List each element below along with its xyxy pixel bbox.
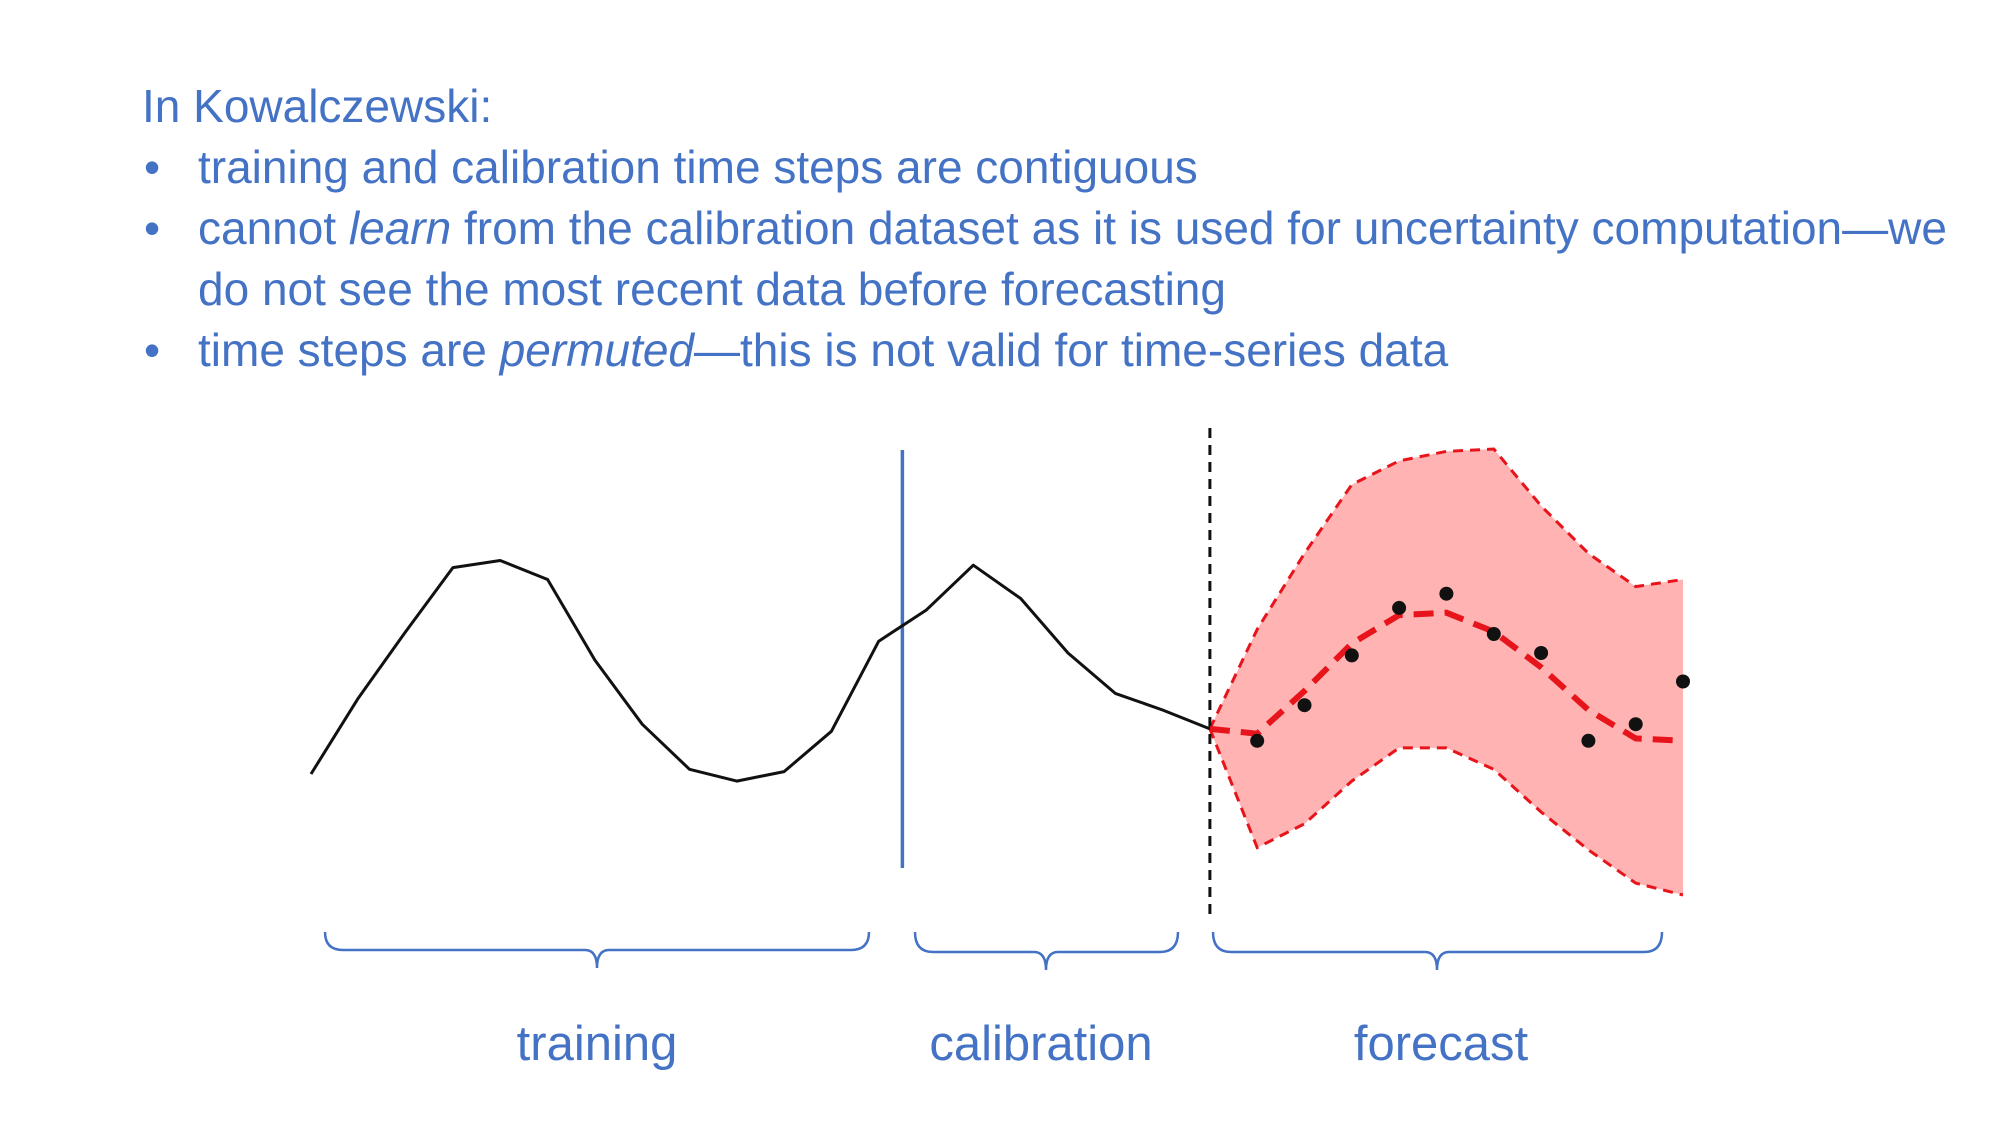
observed-point	[1676, 674, 1690, 689]
observed-point	[1392, 600, 1407, 615]
training-label: training	[516, 1017, 678, 1071]
forecast-brace	[1211, 931, 1664, 971]
calibration-label: calibration	[929, 1017, 1153, 1071]
bullet-text-part: —this is not valid for time-series data	[694, 324, 1449, 376]
bullet-dot: •	[144, 141, 161, 193]
slide-text: In Kowalczewski: • training and calibrat…	[142, 76, 2000, 381]
bullet-emphasis: learn	[348, 202, 452, 254]
observed-point	[1581, 733, 1596, 748]
lower-bound-line	[1208, 728, 1684, 897]
bullet-item: • training and calibration time steps ar…	[142, 137, 2000, 198]
observed-point	[1486, 627, 1501, 641]
bullet-item: • time steps are permuted—this is not va…	[142, 320, 2000, 381]
bullet-text-part: from the calibration dataset as it is us…	[198, 202, 1947, 315]
bullet-text-part: time steps are	[198, 324, 500, 376]
bullet-dot: •	[144, 202, 161, 254]
slide-heading: In Kowalczewski:	[142, 80, 493, 132]
forecast-mean-line	[1209, 609, 1684, 744]
bullet-list: • training and calibration time steps ar…	[142, 137, 2000, 381]
observed-point	[1628, 717, 1643, 732]
observed-point	[1250, 733, 1265, 748]
calibration-brace	[913, 931, 1180, 971]
observed-points	[1250, 586, 1690, 748]
forecast-label: forecast	[1353, 1017, 1529, 1071]
observed-point	[1297, 698, 1312, 713]
bullet-text-part: cannot	[198, 202, 349, 254]
observed-point	[1534, 646, 1549, 660]
bullet-dot: •	[144, 324, 161, 376]
uncertainty-band	[1209, 449, 1683, 895]
training-brace	[323, 931, 871, 969]
observed-point	[1439, 586, 1454, 601]
observed-point	[1344, 648, 1359, 663]
history-series-line	[309, 559, 1211, 783]
bullet-emphasis: permuted	[499, 324, 695, 376]
bullet-item: • cannot learn from the calibration data…	[142, 198, 2000, 320]
bullet-text-part: training and calibration time steps are …	[198, 141, 1198, 193]
